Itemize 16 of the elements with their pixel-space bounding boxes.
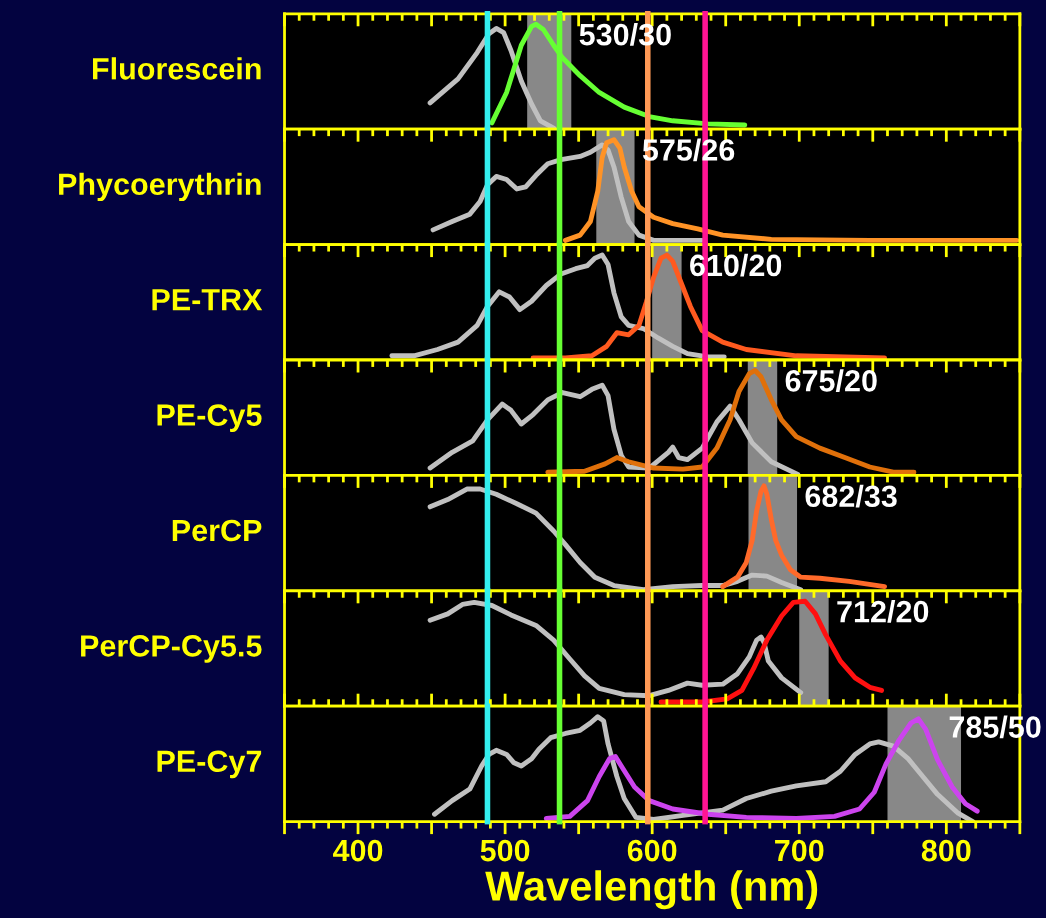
x-axis-title: Wavelength (nm) <box>485 870 818 910</box>
text: PerCP-Cy5.5 <box>81 635 262 663</box>
x-tick-label: 400 <box>333 839 383 862</box>
text: PerCP <box>172 519 262 542</box>
text: Phycoerythrin <box>59 172 261 202</box>
x-tick-label: 500 <box>480 839 530 862</box>
text: PE-Cy5 <box>157 404 262 432</box>
text: PE-Cy7 <box>157 750 262 779</box>
x-tick-label: 700 <box>775 839 824 862</box>
x-tick-label: 600 <box>627 839 677 862</box>
band-label: 675/20 <box>785 369 877 392</box>
text: Fluorescein <box>93 57 261 80</box>
band-label: 682/33 <box>805 484 897 508</box>
text: PE-TRX <box>152 289 263 311</box>
band-label: 712/20 <box>837 600 929 623</box>
x-tick-label: 800 <box>921 839 971 862</box>
